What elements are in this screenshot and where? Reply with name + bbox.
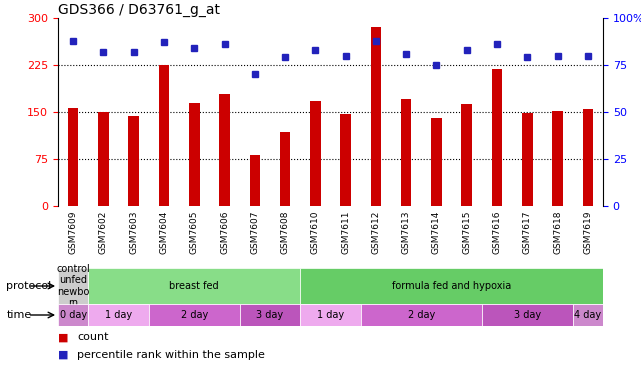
Bar <box>300 268 603 304</box>
Text: 0 day: 0 day <box>60 310 87 320</box>
Bar <box>68 108 78 206</box>
Bar <box>88 268 300 304</box>
Text: 4 day: 4 day <box>574 310 601 320</box>
Bar <box>240 304 300 326</box>
Bar <box>583 109 593 206</box>
Text: percentile rank within the sample: percentile rank within the sample <box>77 350 265 360</box>
Text: breast fed: breast fed <box>169 281 219 291</box>
Bar <box>340 114 351 206</box>
Bar <box>553 111 563 206</box>
Bar <box>310 101 320 206</box>
Bar <box>249 154 260 206</box>
Bar <box>431 118 442 206</box>
Bar <box>279 132 290 206</box>
Bar <box>522 113 533 206</box>
Bar <box>572 304 603 326</box>
Bar <box>401 100 412 206</box>
Text: protocol: protocol <box>6 281 52 291</box>
Text: ■: ■ <box>58 332 69 342</box>
Bar <box>219 94 230 206</box>
Bar <box>370 27 381 206</box>
Bar <box>189 102 199 206</box>
Text: 1 day: 1 day <box>317 310 344 320</box>
Bar <box>462 104 472 206</box>
Bar <box>159 65 169 206</box>
Bar <box>128 116 139 206</box>
Bar <box>300 304 361 326</box>
Bar <box>361 304 482 326</box>
Text: GDS366 / D63761_g_at: GDS366 / D63761_g_at <box>58 3 220 17</box>
Text: time: time <box>6 310 31 320</box>
Bar <box>492 70 503 206</box>
Text: 3 day: 3 day <box>513 310 541 320</box>
Text: control
unfed
newbo
rn: control unfed newbo rn <box>56 264 90 309</box>
Text: ■: ■ <box>58 350 69 360</box>
Text: count: count <box>77 332 109 342</box>
Bar <box>58 268 88 304</box>
Bar <box>88 304 149 326</box>
Text: 1 day: 1 day <box>105 310 132 320</box>
Text: 2 day: 2 day <box>408 310 435 320</box>
Bar <box>482 304 572 326</box>
Text: 2 day: 2 day <box>181 310 208 320</box>
Bar <box>149 304 240 326</box>
Bar <box>98 112 109 206</box>
Text: 3 day: 3 day <box>256 310 283 320</box>
Text: formula fed and hypoxia: formula fed and hypoxia <box>392 281 512 291</box>
Bar <box>58 304 88 326</box>
